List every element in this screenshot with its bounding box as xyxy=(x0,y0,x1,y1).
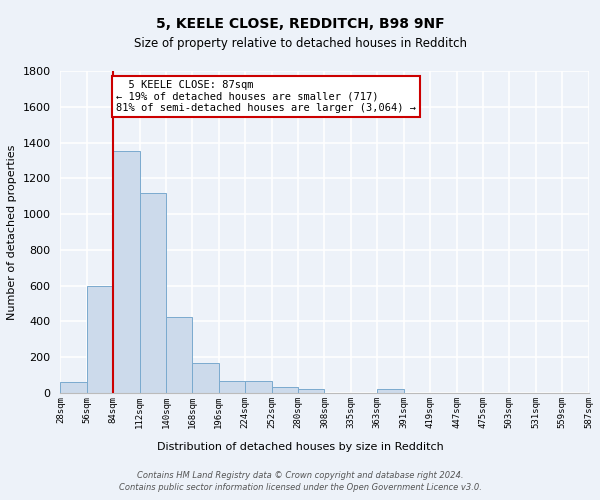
Text: Contains HM Land Registry data © Crown copyright and database right 2024.: Contains HM Land Registry data © Crown c… xyxy=(137,471,463,480)
Bar xyxy=(219,382,245,393)
Bar xyxy=(140,192,166,393)
Bar xyxy=(245,382,272,393)
Bar xyxy=(377,390,404,393)
Bar xyxy=(193,362,219,393)
Text: Distribution of detached houses by size in Redditch: Distribution of detached houses by size … xyxy=(157,442,443,452)
Y-axis label: Number of detached properties: Number of detached properties xyxy=(7,144,17,320)
Bar xyxy=(61,382,87,393)
Bar xyxy=(298,390,325,393)
Text: Size of property relative to detached houses in Redditch: Size of property relative to detached ho… xyxy=(133,38,467,51)
Bar xyxy=(87,286,113,393)
Text: 5 KEELE CLOSE: 87sqm
← 19% of detached houses are smaller (717)
81% of semi-deta: 5 KEELE CLOSE: 87sqm ← 19% of detached h… xyxy=(116,80,416,113)
Bar xyxy=(166,317,193,393)
Bar xyxy=(272,387,298,393)
Text: 5, KEELE CLOSE, REDDITCH, B98 9NF: 5, KEELE CLOSE, REDDITCH, B98 9NF xyxy=(155,18,445,32)
Bar xyxy=(113,152,140,393)
Text: Contains public sector information licensed under the Open Government Licence v3: Contains public sector information licen… xyxy=(119,484,481,492)
